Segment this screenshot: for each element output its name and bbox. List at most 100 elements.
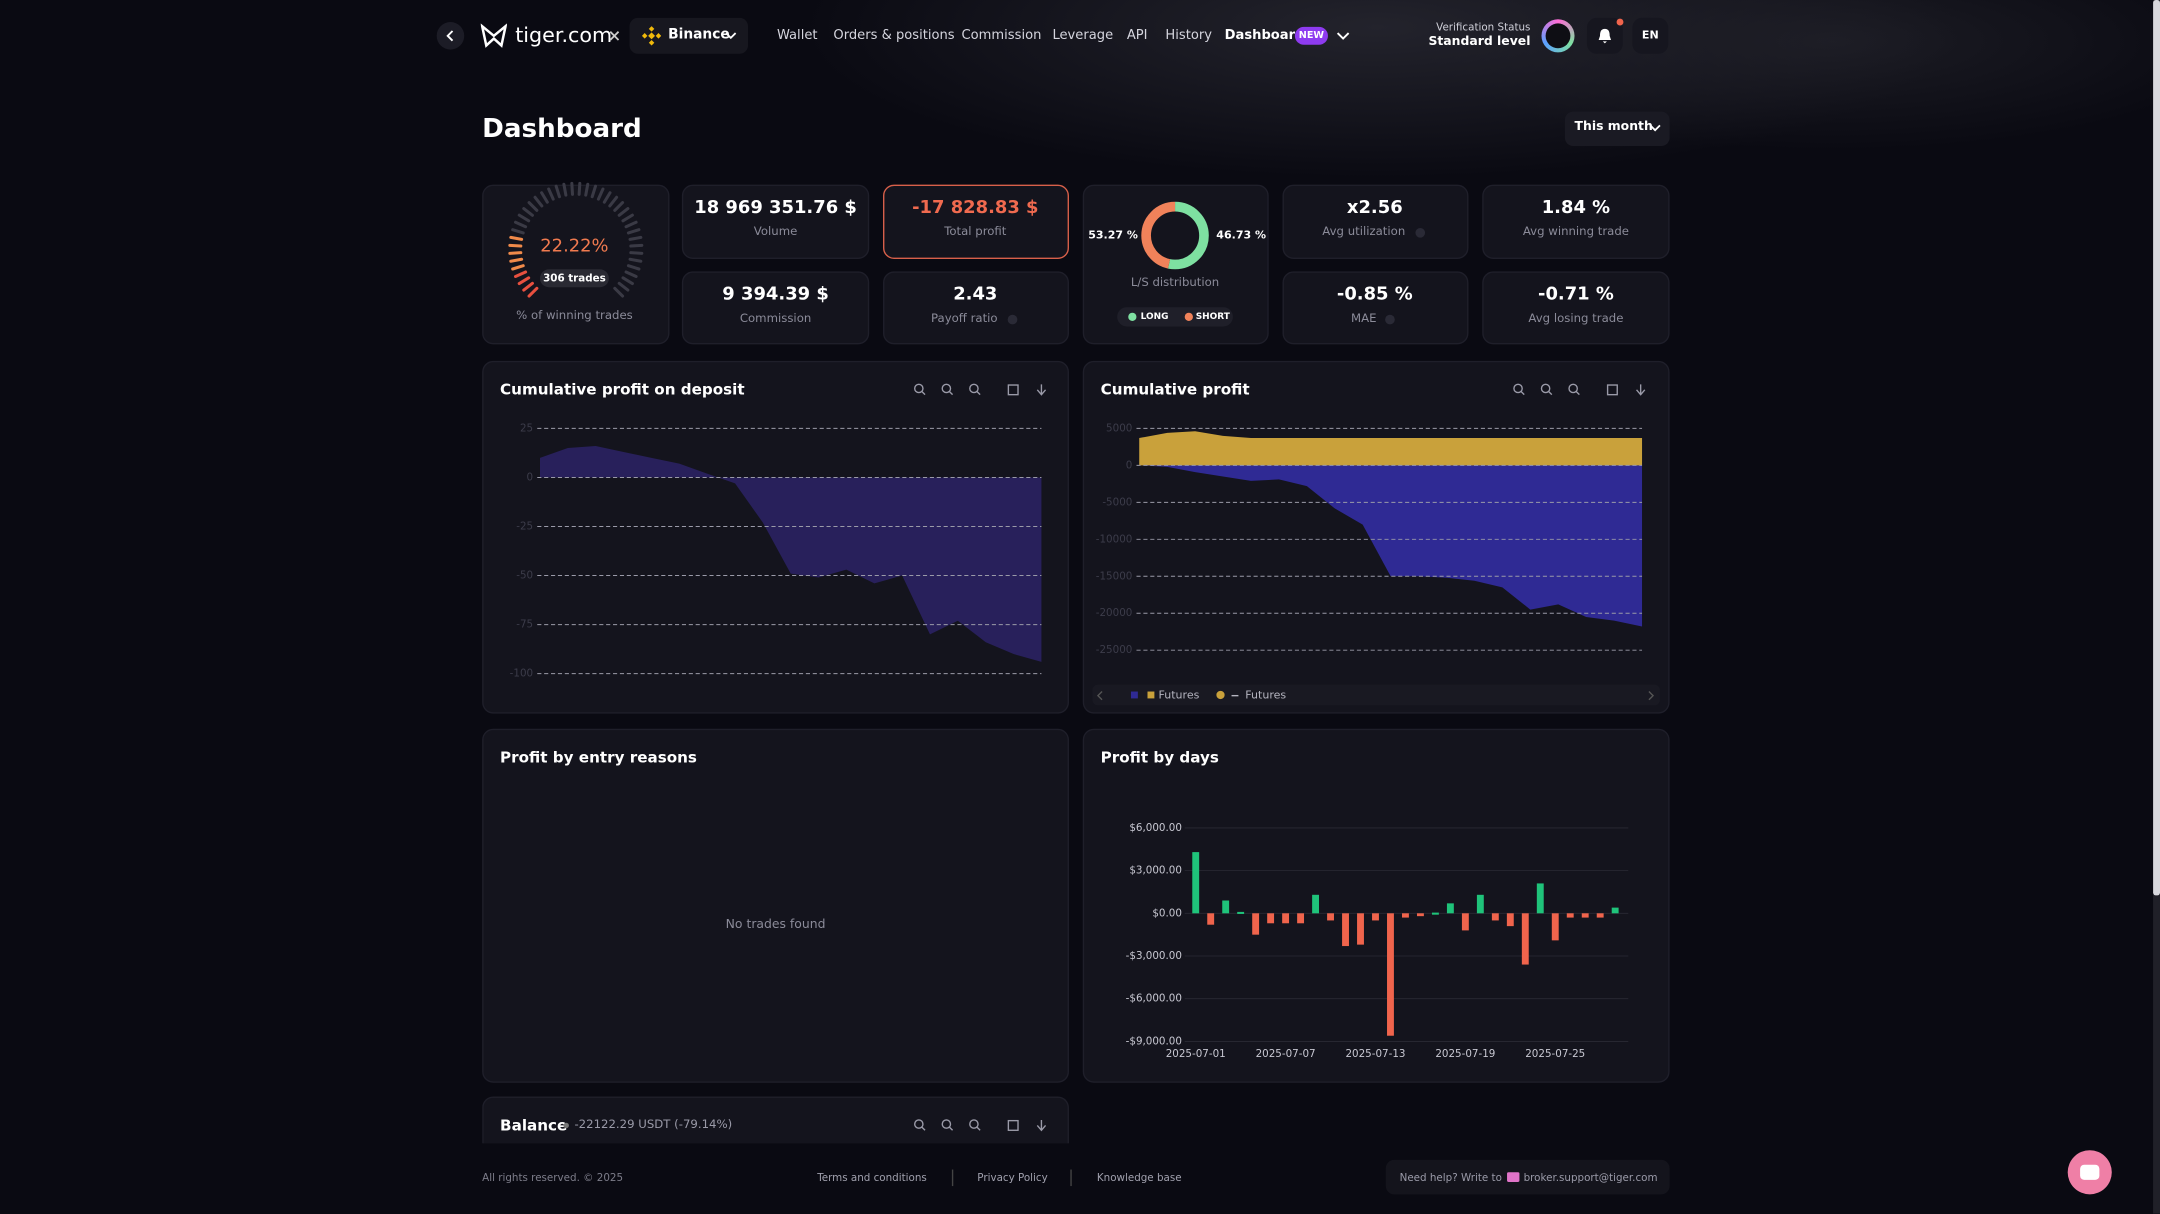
legend-label: Futures [1245, 689, 1286, 702]
chevron [1649, 124, 1661, 132]
help-icon[interactable] [1007, 314, 1018, 325]
y-tick-label: $6,000.00 [1129, 822, 1182, 834]
help-icon[interactable] [1415, 227, 1426, 238]
gauge-tick-active [522, 281, 534, 292]
back-button[interactable] [436, 22, 465, 50]
icon-part [976, 1126, 981, 1131]
reset-icon[interactable] [1007, 384, 1019, 396]
legend-dot [1128, 312, 1137, 321]
gauge-tick [527, 201, 539, 212]
gauge-tick [540, 191, 549, 204]
brand[interactable]: tiger.com [515, 22, 613, 48]
winning-rate: 22.22% [540, 236, 609, 257]
icon-part [948, 391, 954, 396]
gauge-tick [602, 191, 612, 204]
badge-bg [1294, 26, 1328, 45]
zoom-icon[interactable] [914, 383, 926, 396]
footer-link[interactable]: Terms and conditions [817, 1171, 927, 1184]
bar [1536, 883, 1544, 914]
footer-link[interactable]: Knowledge base [1096, 1171, 1182, 1184]
stat-label: Avg utilization [1322, 225, 1406, 240]
stat-card [1282, 184, 1469, 259]
legend-next[interactable] [1648, 691, 1655, 701]
chat-icon [2080, 1164, 2100, 1180]
help-icon[interactable] [1385, 314, 1395, 325]
gauge-tick-active [509, 257, 524, 263]
nav-link[interactable]: History [1165, 27, 1212, 44]
gauge-tick [628, 235, 643, 241]
stat-label: L/S distribution [1130, 276, 1220, 291]
zoom-icon[interactable] [1513, 383, 1525, 396]
bar [1222, 900, 1230, 914]
gauge-tick [547, 187, 555, 201]
icon-part [976, 391, 981, 396]
reset-icon[interactable] [1606, 384, 1618, 396]
zoom-icon[interactable] [1568, 383, 1580, 396]
bar [1252, 913, 1260, 935]
download-icon[interactable] [1036, 384, 1047, 396]
nav-link[interactable]: Dashboard [1224, 27, 1305, 44]
gauge-tick [624, 220, 638, 229]
nav-link[interactable]: Commission [961, 27, 1042, 44]
stat-card [1282, 271, 1469, 345]
stat-label: Volume [753, 225, 798, 240]
icon-part [914, 383, 924, 394]
zoom-icon[interactable] [941, 383, 954, 396]
notification-dot [1616, 18, 1624, 26]
y-tick-label: -25 [516, 520, 533, 532]
language-button[interactable] [1632, 17, 1669, 54]
logo-icon [480, 23, 507, 48]
gauge-tick-active [527, 286, 539, 298]
stat-label: Total profit [944, 225, 1007, 240]
mail-icon [1507, 1172, 1520, 1182]
y-tick-label: 25 [520, 422, 533, 434]
y-tick-label: -50 [516, 570, 533, 582]
zoom-icon[interactable] [969, 1119, 981, 1131]
y-tick-label: 0 [1126, 459, 1133, 471]
long-share: 53.27 % [1088, 228, 1138, 242]
gauge-tick [608, 195, 619, 208]
bar [1416, 913, 1424, 917]
exchange-icon [641, 26, 662, 46]
nav-link[interactable]: Orders & positions [833, 27, 955, 44]
reset-icon[interactable] [1007, 1119, 1019, 1131]
zoom-icon[interactable] [1540, 383, 1553, 396]
y-tick-label: $3,000.00 [1129, 865, 1182, 877]
gauge-tick-active [511, 264, 525, 271]
avatar-inner [1545, 23, 1571, 49]
gauge-tick [533, 195, 544, 208]
bar [1596, 913, 1604, 918]
period-select[interactable] [1564, 111, 1670, 147]
chevron[interactable] [1336, 30, 1350, 41]
gauge-tick [626, 228, 641, 235]
bar [1611, 907, 1619, 914]
zoom-icon[interactable] [969, 383, 981, 396]
zoom-icon[interactable] [914, 1119, 926, 1131]
gauge-tick [596, 187, 605, 201]
gauge-tick [624, 270, 638, 278]
legend-prev[interactable] [1096, 691, 1103, 701]
area [1139, 431, 1643, 466]
bar [1372, 913, 1379, 921]
email[interactable]: broker.support@tiger.com [1523, 1171, 1658, 1184]
gauge-tick [626, 264, 641, 271]
gauge-tick [554, 184, 561, 199]
download-icon[interactable] [1636, 384, 1646, 396]
y-tick-label: $0.00 [1152, 907, 1182, 919]
bar [1192, 852, 1200, 914]
footer-link[interactable]: Privacy Policy [977, 1171, 1048, 1184]
nav-link[interactable]: Wallet [776, 27, 818, 44]
close-icon[interactable] [609, 30, 620, 41]
scrollbar-thumb[interactable] [2153, 0, 2160, 896]
gauge-tick [613, 286, 625, 298]
y-tick-label: -$3,000.00 [1126, 950, 1182, 962]
bar [1521, 913, 1529, 965]
icon-part [921, 391, 926, 396]
bar [1506, 913, 1514, 927]
nav-link[interactable]: API [1126, 27, 1148, 44]
panel [482, 728, 1069, 1083]
nav-link[interactable]: Leverage [1052, 27, 1114, 44]
zoom-icon[interactable] [941, 1119, 954, 1131]
download-icon[interactable] [1036, 1119, 1047, 1132]
